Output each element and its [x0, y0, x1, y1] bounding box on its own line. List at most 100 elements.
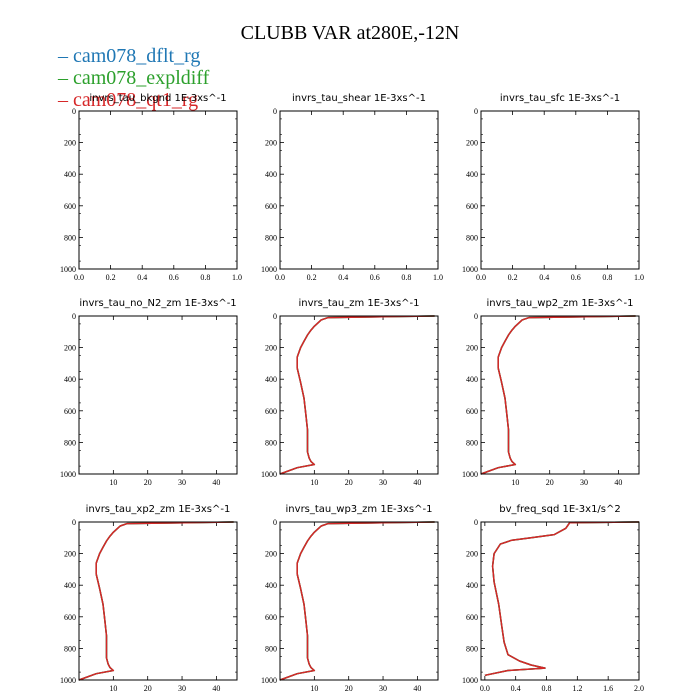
- x-tick-label: 20: [144, 684, 152, 693]
- x-tick-label: 0.6: [169, 273, 179, 282]
- y-tick-label: 800: [64, 644, 76, 653]
- x-tick-label: 0.4: [338, 273, 348, 282]
- y-tick-label: 0: [72, 518, 76, 527]
- x-tick-label: 40: [212, 478, 220, 487]
- legend-item: – cam078_expldiff: [58, 68, 209, 88]
- x-tick-label: 30: [379, 478, 387, 487]
- panel-title: invrs_tau_wp2_zm 1E-3xs^-1: [487, 298, 634, 309]
- plot-frame: [279, 521, 439, 681]
- y-tick-label: 0: [273, 518, 277, 527]
- x-tick-label: 1.0: [433, 273, 443, 282]
- y-tick-label: 200: [265, 344, 277, 353]
- x-tick-label: 0.2: [508, 273, 518, 282]
- y-tick-label: 800: [265, 233, 277, 242]
- panel-title: invrs_tau_sfc 1E-3xs^-1: [500, 93, 620, 104]
- y-tick-label: 0: [72, 107, 76, 116]
- x-tick-label: 0.0: [74, 273, 84, 282]
- series-line: [480, 315, 636, 475]
- y-tick-label: 800: [466, 233, 478, 242]
- y-tick-label: 600: [64, 613, 76, 622]
- x-tick-label: 0.0: [480, 684, 490, 693]
- x-tick-label: 0.8: [200, 273, 210, 282]
- y-tick-label: 1000: [261, 470, 277, 479]
- x-tick-label: 0.2: [307, 273, 317, 282]
- x-tick-label: 0.6: [370, 273, 380, 282]
- y-tick-label: 600: [265, 613, 277, 622]
- x-tick-label: 0.4: [137, 273, 147, 282]
- y-tick-label: 1000: [261, 265, 277, 274]
- series-line: [78, 521, 234, 681]
- y-tick-label: 600: [265, 202, 277, 211]
- x-tick-label: 30: [379, 684, 387, 693]
- y-tick-label: 0: [474, 518, 478, 527]
- x-tick-label: 1.0: [232, 273, 242, 282]
- y-tick-label: 200: [64, 344, 76, 353]
- x-tick-label: 20: [345, 478, 353, 487]
- legend-item: – cam078_qt1_rg: [58, 90, 198, 110]
- x-tick-label: 10: [511, 478, 519, 487]
- y-tick-label: 1000: [462, 470, 478, 479]
- legend-label: cam078_dflt_rg: [73, 45, 201, 67]
- panel-title: invrs_tau_zm 1E-3xs^-1: [298, 298, 419, 309]
- plot-frame: [279, 110, 439, 270]
- legend-label: cam078_qt1_rg: [73, 89, 199, 111]
- x-tick-label: 40: [413, 478, 421, 487]
- x-tick-label: 30: [178, 684, 186, 693]
- plot-frame: [78, 521, 238, 681]
- plot-frame: [279, 315, 439, 475]
- x-tick-label: 0.6: [571, 273, 581, 282]
- legend-label: cam078_expldiff: [73, 67, 210, 89]
- y-tick-label: 1000: [60, 470, 76, 479]
- chart-panel: invrs_tau_wp2_zm 1E-3xs^-1 0 200 400 600 800 1…: [462, 298, 640, 487]
- plot-frame: [78, 110, 238, 270]
- y-tick-label: 800: [64, 233, 76, 242]
- y-tick-label: 1000: [462, 265, 478, 274]
- y-tick-label: 400: [466, 170, 478, 179]
- y-tick-label: 0: [273, 107, 277, 116]
- x-tick-label: 0.8: [602, 273, 612, 282]
- x-tick-label: 0.4: [511, 684, 521, 693]
- y-tick-label: 600: [64, 202, 76, 211]
- x-tick-label: 30: [580, 478, 588, 487]
- panel-title: invrs_tau_wp3_zm 1E-3xs^-1: [286, 504, 433, 515]
- y-tick-label: 400: [64, 170, 76, 179]
- y-tick-label: 200: [466, 139, 478, 148]
- x-tick-label: 10: [310, 478, 318, 487]
- chart-panel: bv_freq_sqd 1E-3x1/s^2020040060080010000…: [462, 504, 644, 693]
- y-tick-label: 0: [474, 107, 478, 116]
- legend-swatch: –: [58, 45, 68, 67]
- panel-title: invrs_tau_shear 1E-3xs^-1: [292, 93, 426, 104]
- x-tick-label: 10: [310, 684, 318, 693]
- y-tick-label: 400: [64, 375, 76, 384]
- y-tick-label: 0: [72, 312, 76, 321]
- series-line: [279, 315, 435, 475]
- panel-title: invrs_tau_xp2_zm 1E-3xs^-1: [86, 504, 231, 515]
- y-tick-label: 200: [265, 139, 277, 148]
- y-tick-label: 400: [466, 581, 478, 590]
- x-tick-label: 0.0: [476, 273, 486, 282]
- x-tick-label: 1.0: [634, 273, 644, 282]
- y-tick-label: 1000: [60, 676, 76, 685]
- y-tick-label: 800: [466, 438, 478, 447]
- y-tick-label: 1000: [60, 265, 76, 274]
- y-tick-label: 200: [64, 139, 76, 148]
- y-tick-label: 0: [474, 312, 478, 321]
- y-tick-label: 200: [466, 344, 478, 353]
- y-tick-label: 400: [265, 170, 277, 179]
- x-tick-label: 10: [109, 478, 117, 487]
- panel-title: bv_freq_sqd 1E-3x1/s^2: [499, 504, 621, 515]
- x-tick-label: 40: [413, 684, 421, 693]
- chart-panel: invrs_tau_sfc 1E-3xs^-1 0 200 400 600 800 1000…: [462, 93, 644, 282]
- x-tick-label: 0.8: [542, 684, 552, 693]
- y-tick-label: 600: [466, 613, 478, 622]
- y-tick-label: 400: [265, 581, 277, 590]
- legend-swatch: –: [58, 89, 68, 111]
- series-line: [279, 521, 435, 681]
- x-tick-label: 20: [546, 478, 554, 487]
- x-tick-label: 40: [212, 684, 220, 693]
- y-tick-label: 200: [64, 550, 76, 559]
- x-tick-label: 2.0: [634, 684, 644, 693]
- y-tick-label: 800: [466, 644, 478, 653]
- x-tick-label: 10: [109, 684, 117, 693]
